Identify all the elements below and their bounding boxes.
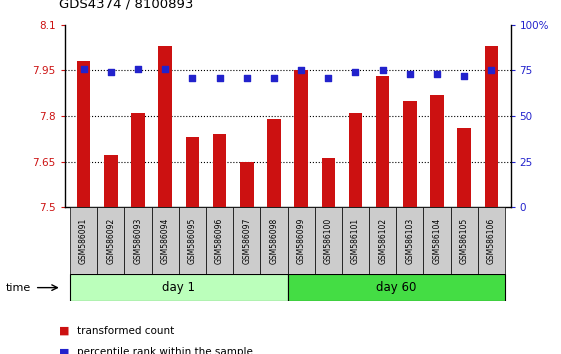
Point — [406, 71, 415, 77]
Point — [188, 75, 197, 80]
Text: day 60: day 60 — [376, 281, 416, 294]
Bar — [430, 95, 444, 207]
Bar — [457, 128, 471, 207]
Bar — [240, 161, 254, 207]
Text: day 1: day 1 — [162, 281, 195, 294]
Text: GSM586095: GSM586095 — [188, 217, 197, 264]
Point — [297, 68, 306, 73]
Bar — [321, 159, 335, 207]
Point — [79, 66, 88, 72]
Point — [433, 71, 442, 77]
Text: GSM586094: GSM586094 — [160, 217, 169, 264]
Bar — [233, 207, 260, 274]
Bar — [70, 207, 97, 274]
Bar — [179, 207, 206, 274]
Bar — [450, 207, 478, 274]
Text: GSM586101: GSM586101 — [351, 218, 360, 264]
Point — [269, 75, 278, 80]
Text: GSM586093: GSM586093 — [134, 217, 142, 264]
Point — [106, 69, 115, 75]
Bar — [369, 207, 396, 274]
Bar — [97, 207, 125, 274]
Bar — [288, 274, 505, 301]
Text: GSM586100: GSM586100 — [324, 218, 333, 264]
Point — [487, 68, 496, 73]
Text: time: time — [6, 282, 31, 293]
Bar — [342, 207, 369, 274]
Text: percentile rank within the sample: percentile rank within the sample — [77, 347, 253, 354]
Bar — [77, 61, 90, 207]
Point — [324, 75, 333, 80]
Bar — [315, 207, 342, 274]
Text: transformed count: transformed count — [77, 326, 174, 336]
Point — [215, 75, 224, 80]
Bar — [151, 207, 179, 274]
Bar — [396, 207, 424, 274]
Point — [134, 66, 142, 72]
Bar — [485, 46, 498, 207]
Bar — [186, 137, 199, 207]
Bar — [260, 207, 288, 274]
Point — [351, 69, 360, 75]
Bar — [295, 70, 308, 207]
Bar — [288, 207, 315, 274]
Text: GSM586102: GSM586102 — [378, 218, 387, 264]
Bar — [478, 207, 505, 274]
Bar — [403, 101, 417, 207]
Bar — [70, 274, 288, 301]
Text: GSM586096: GSM586096 — [215, 217, 224, 264]
Bar — [125, 207, 151, 274]
Bar — [131, 113, 145, 207]
Point — [460, 73, 469, 79]
Bar — [424, 207, 450, 274]
Text: GSM586103: GSM586103 — [406, 218, 415, 264]
Point — [160, 66, 169, 72]
Bar — [213, 134, 226, 207]
Bar — [349, 113, 362, 207]
Text: GDS4374 / 8100893: GDS4374 / 8100893 — [59, 0, 194, 11]
Text: GSM586104: GSM586104 — [433, 218, 442, 264]
Bar — [104, 155, 118, 207]
Text: ■: ■ — [59, 347, 70, 354]
Text: GSM586091: GSM586091 — [79, 218, 88, 264]
Text: GSM586097: GSM586097 — [242, 217, 251, 264]
Text: ■: ■ — [59, 326, 70, 336]
Bar — [267, 119, 280, 207]
Text: GSM586099: GSM586099 — [297, 217, 306, 264]
Point — [242, 75, 251, 80]
Text: GSM586105: GSM586105 — [460, 218, 469, 264]
Bar — [206, 207, 233, 274]
Text: GSM586098: GSM586098 — [269, 218, 278, 264]
Bar — [376, 76, 389, 207]
Text: GSM586092: GSM586092 — [106, 218, 115, 264]
Bar — [158, 46, 172, 207]
Text: GSM586106: GSM586106 — [487, 218, 496, 264]
Point — [378, 68, 387, 73]
